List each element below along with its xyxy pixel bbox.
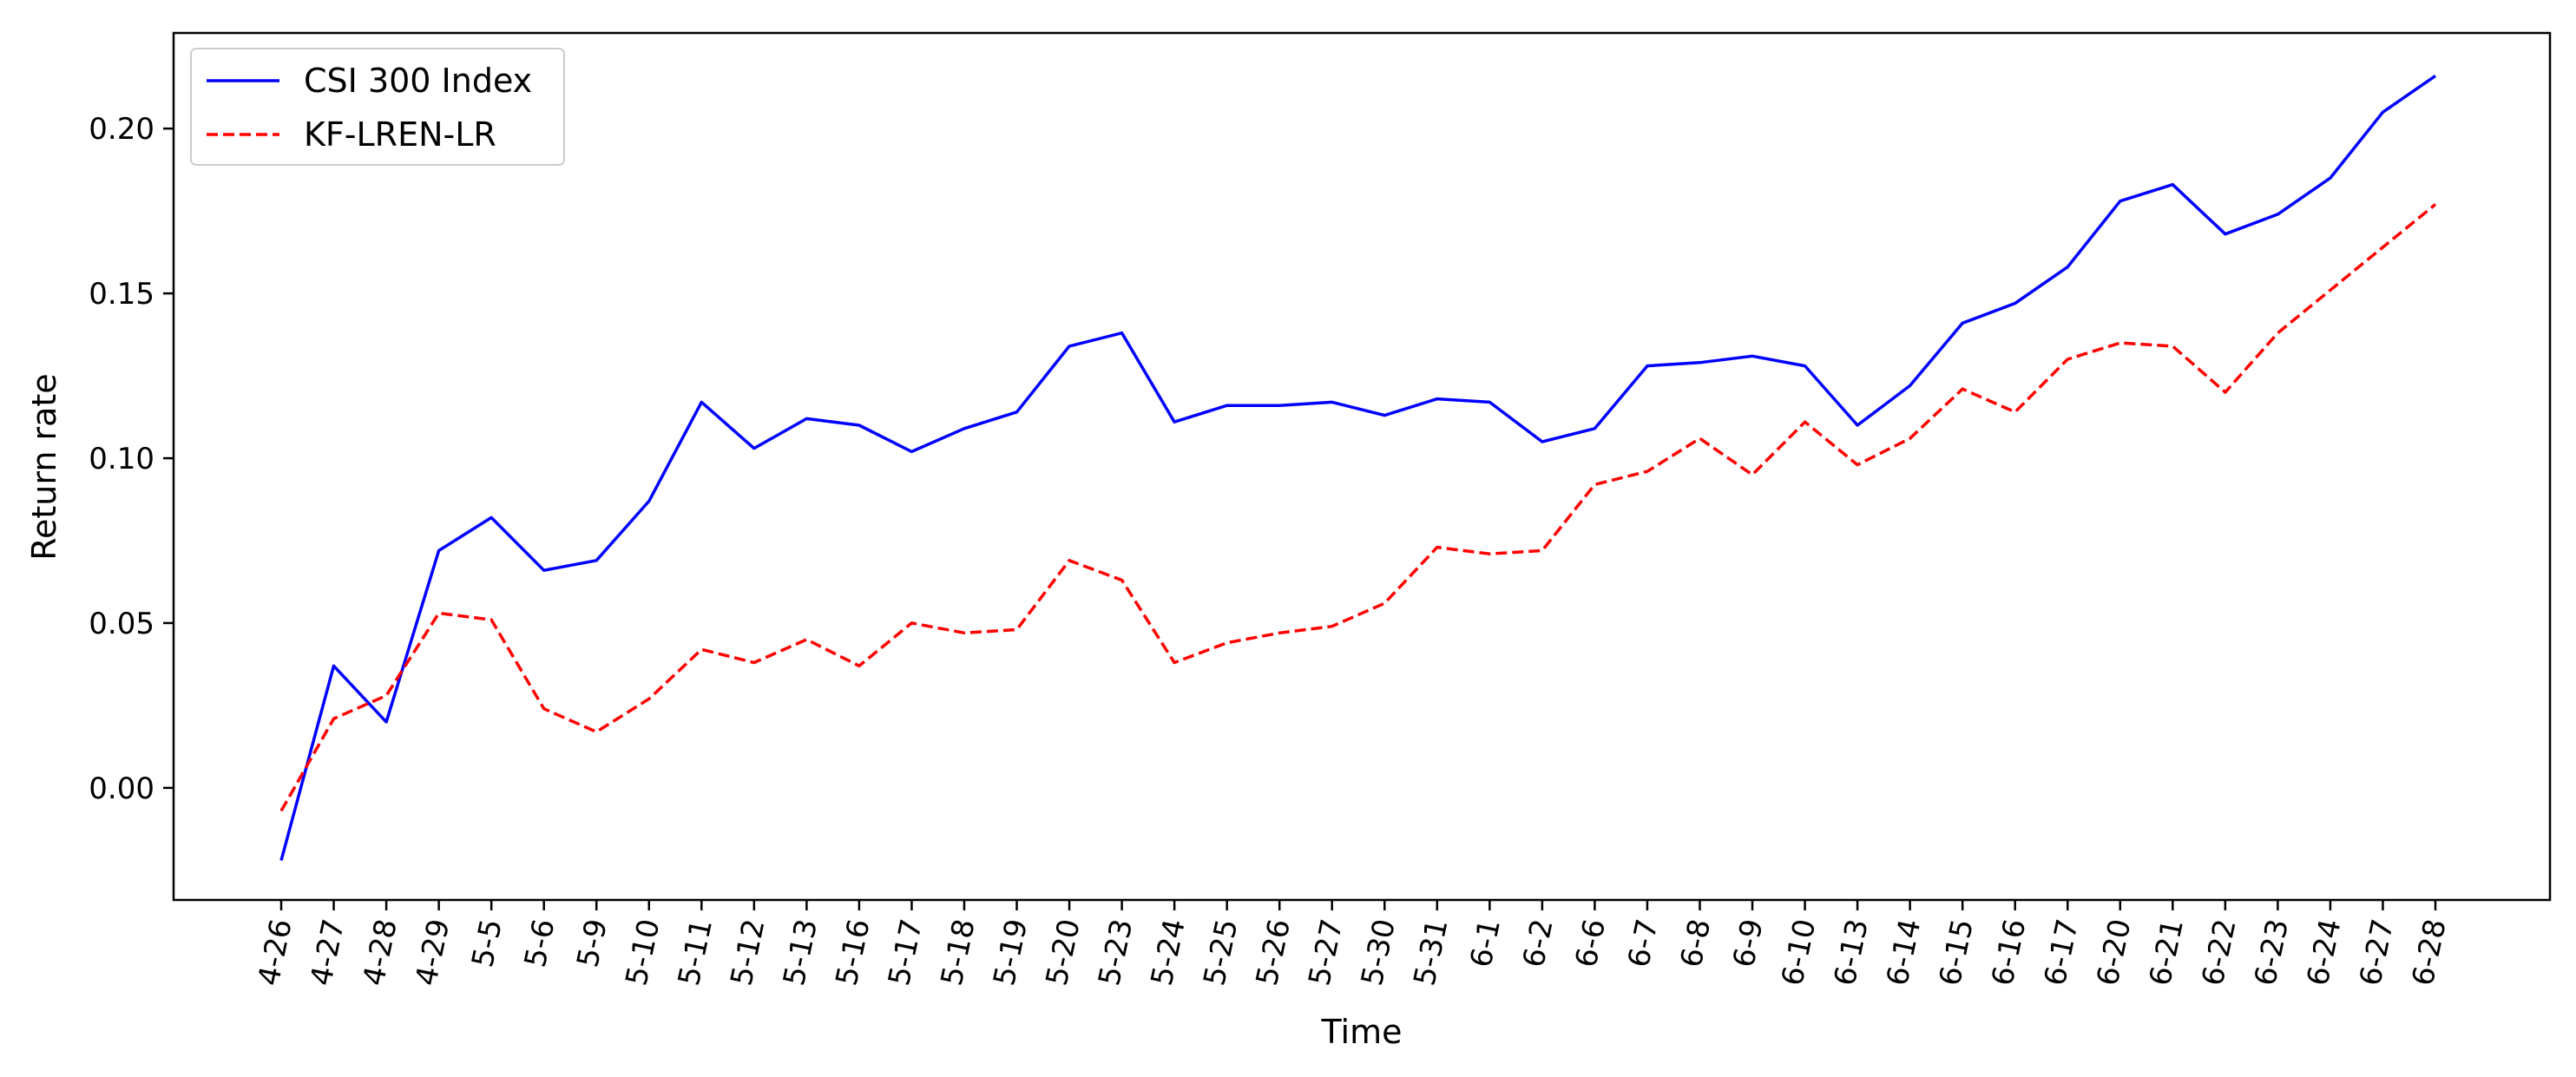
x-tick-label: 6-9 <box>1726 916 1771 971</box>
y-axis-title: Return rate <box>25 373 63 560</box>
x-tick-label: 5-17 <box>882 916 930 989</box>
x-tick-label: 4-26 <box>252 916 299 989</box>
x-axis-title: Time <box>1321 1013 1403 1051</box>
x-tick-label: 6-14 <box>1880 916 1928 989</box>
x-tick-label: 6-2 <box>1516 916 1561 971</box>
x-tick-label: 5-11 <box>672 916 720 989</box>
x-tick-label: 5-25 <box>1197 916 1245 989</box>
x-tick-label: 6-6 <box>1569 916 1613 971</box>
x-tick-label: 5-26 <box>1250 916 1298 989</box>
x-tick-label: 5-9 <box>570 916 614 971</box>
legend-label-csi-300: CSI 300 Index <box>304 62 532 100</box>
legend-box <box>190 48 565 166</box>
x-tick-label: 6-1 <box>1463 916 1508 971</box>
x-tick-label: 4-29 <box>409 916 457 989</box>
y-axis: 0.00 0.05 0.10 0.15 0.20 <box>89 112 174 806</box>
y-tick-label: 0.15 <box>89 277 154 312</box>
x-tick-label: 6-13 <box>1828 916 1876 989</box>
x-tick-label: 4-27 <box>304 916 352 989</box>
x-tick-label: 6-22 <box>2196 916 2244 989</box>
legend: CSI 300 Index KF-LREN-LR <box>190 48 565 166</box>
x-tick-label: 5-24 <box>1145 916 1193 989</box>
legend-label-kf-lren-lr: KF-LREN-LR <box>304 115 496 154</box>
x-tick-label: 5-23 <box>1092 916 1140 989</box>
x-tick-label: 5-10 <box>619 916 667 989</box>
x-tick-label: 6-17 <box>2038 916 2086 989</box>
x-tick-label: 5-18 <box>935 916 982 989</box>
x-tick-label: 5-5 <box>465 916 509 971</box>
x-tick-label: 5-6 <box>518 916 562 971</box>
x-tick-label: 5-19 <box>987 916 1035 989</box>
x-tick-label: 5-16 <box>830 916 877 989</box>
x-tick-label: 6-21 <box>2143 916 2191 989</box>
x-tick-label: 5-31 <box>1407 916 1455 989</box>
x-tick-label: 5-12 <box>724 916 772 989</box>
plot-frame <box>172 31 2552 902</box>
y-tick-label: 0.10 <box>89 442 154 476</box>
x-axis: 4-26 4-27 4-28 4-29 5-5 5-6 5-9 5-10 5-11 5-12 5-1… <box>252 900 2454 988</box>
x-tick-label: 6-24 <box>2301 916 2349 989</box>
y-tick-label: 0.00 <box>89 772 154 806</box>
series-line-csi-300-index <box>279 74 2436 861</box>
x-tick-label: 5-13 <box>777 916 825 989</box>
x-tick-label: 5-27 <box>1302 916 1350 989</box>
x-tick-label: 6-20 <box>2090 916 2138 989</box>
x-tick-label: 6-28 <box>2406 916 2454 989</box>
y-tick-label: 0.20 <box>89 112 154 147</box>
x-tick-label: 6-16 <box>1985 916 2033 989</box>
series-layer <box>279 74 2437 861</box>
x-tick-label: 4-28 <box>357 916 404 989</box>
x-tick-label: 6-10 <box>1775 916 1823 989</box>
series-line-kf-lren-lr <box>279 203 2437 812</box>
x-tick-label: 5-20 <box>1040 916 1088 989</box>
x-tick-label: 6-7 <box>1621 916 1666 971</box>
x-tick-label: 6-23 <box>2248 916 2296 989</box>
x-tick-label: 6-27 <box>2353 916 2401 989</box>
x-tick-label: 6-15 <box>1933 916 1981 989</box>
x-tick-label: 5-30 <box>1355 916 1403 989</box>
y-tick-label: 0.05 <box>89 607 154 641</box>
x-tick-label: 6-8 <box>1674 916 1718 971</box>
